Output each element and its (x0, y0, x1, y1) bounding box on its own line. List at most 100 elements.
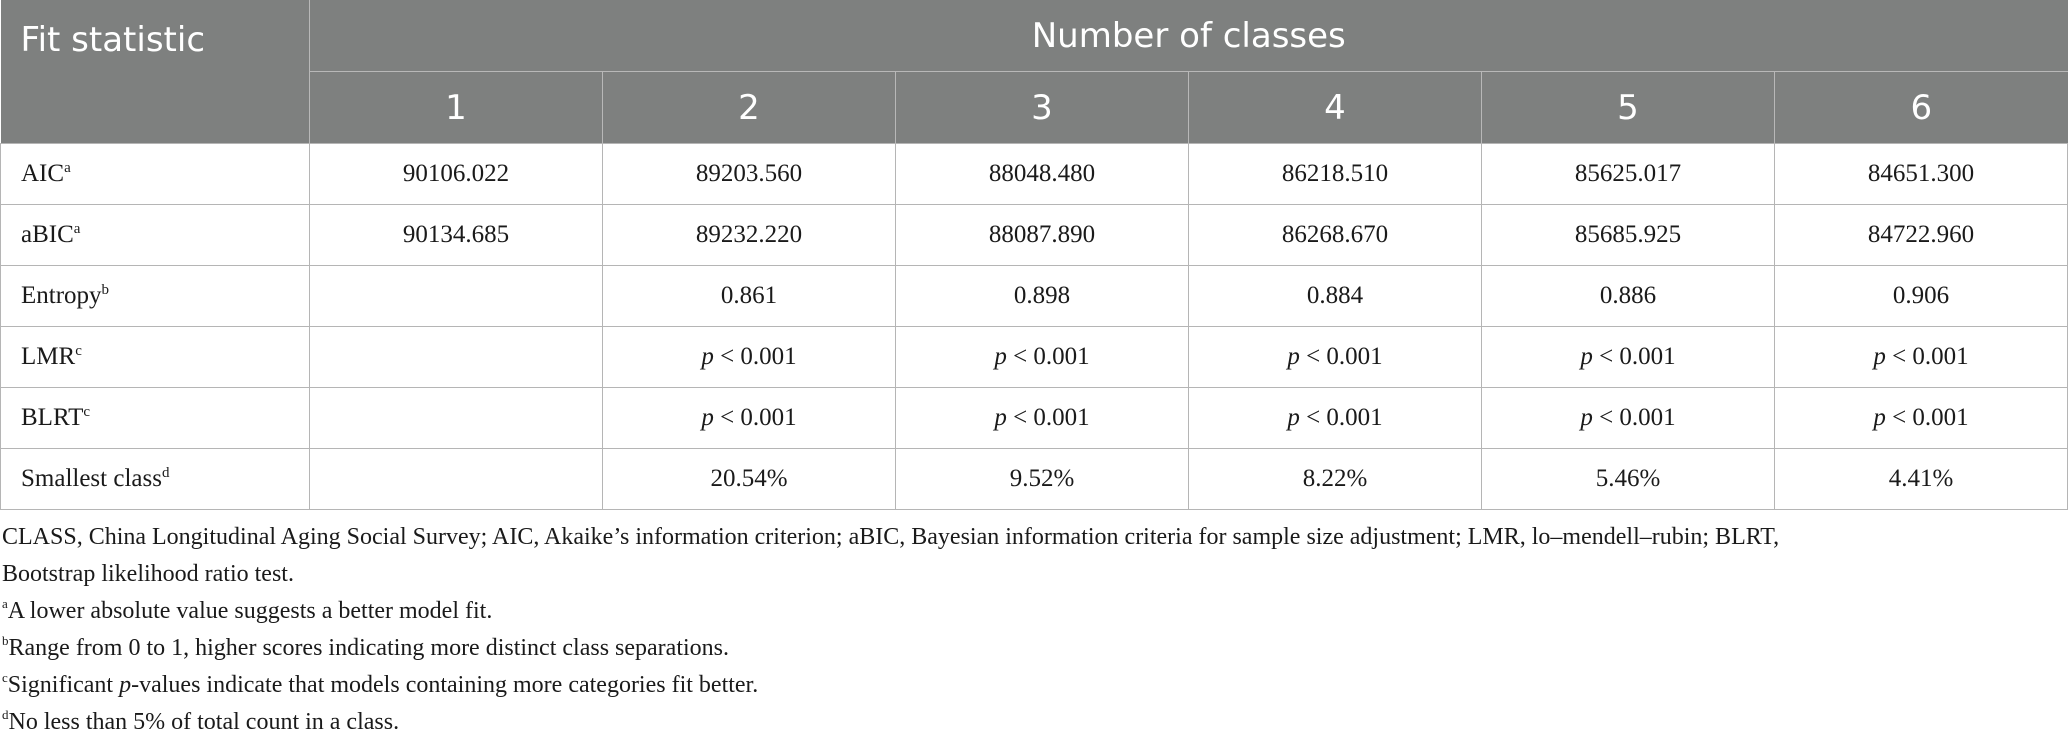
table-cell: 89232.220 (602, 204, 896, 266)
cell-value: 8.22% (1302, 465, 1368, 492)
table-cell: 90134.685 (309, 204, 603, 266)
footnote-d: dNo less than 5% of total count in a cla… (2, 704, 2068, 741)
p-symbol: p (994, 343, 1007, 370)
table-cell (309, 448, 603, 510)
row-label-footnote-mark: c (83, 404, 91, 420)
table-cell: 8.22% (1188, 448, 1482, 510)
cell-value: 9.52% (1009, 465, 1075, 492)
cell-value: 84722.960 (1867, 221, 1975, 248)
table-cell: 84722.960 (1773, 204, 2068, 266)
cell-value: < 0.001 (1599, 404, 1676, 431)
row-label-text: LMR (21, 343, 76, 370)
row-label: aBICa (0, 204, 310, 266)
cell-value: 89203.560 (695, 160, 803, 187)
header-number-of-classes: Number of classes (309, 0, 2068, 72)
cell-value: < 0.001 (1013, 404, 1090, 431)
header-class-4: 4 (1188, 71, 1482, 144)
header-class-1: 1 (309, 71, 603, 144)
cell-value: 0.898 (1013, 282, 1071, 309)
table-cell: 0.906 (1773, 265, 2068, 327)
cell-value: < 0.001 (1892, 343, 1969, 370)
footnote-c-p: p (119, 672, 132, 698)
p-symbol: p (701, 343, 714, 370)
table-cell: p < 0.001 (1773, 387, 2068, 449)
footnote-c-mark: c (2, 670, 8, 685)
table-row: BLRTc p < 0.001 p < 0.001 p < 0.001 p < 0.00… (0, 387, 2068, 449)
row-label-text: AIC (21, 160, 65, 187)
table-cell: p < 0.001 (1188, 326, 1482, 388)
table-row: LMRc p < 0.001 p < 0.001 p < 0.001 p < 0.001… (0, 326, 2068, 388)
footnote-a-mark: a (2, 596, 8, 611)
row-label-text: Smallest class (21, 465, 162, 492)
footnote-c-text-pre: Significant (7, 672, 120, 698)
row-label-text: BLRT (21, 404, 84, 431)
header-class-6: 6 (1774, 71, 2068, 144)
row-label-text: Entropy (21, 282, 102, 309)
row-label-footnote-mark: a (64, 160, 71, 176)
cell-value: 4.41% (1888, 465, 1954, 492)
cell-value: 20.54% (710, 465, 788, 492)
cell-value: 86268.670 (1281, 221, 1389, 248)
cell-value: 85685.925 (1574, 221, 1682, 248)
cell-value: 0.861 (720, 282, 778, 309)
table-cell: 0.884 (1188, 265, 1482, 327)
table-cell: 9.52% (895, 448, 1189, 510)
row-label: Entropyb (0, 265, 310, 327)
table-cell (309, 265, 603, 327)
table-cell: p < 0.001 (602, 387, 896, 449)
row-label-footnote-mark: c (75, 343, 82, 359)
cell-value: < 0.001 (1306, 343, 1383, 370)
table-cell: p < 0.001 (1188, 387, 1482, 449)
p-symbol: p (1873, 404, 1886, 431)
cell-value: < 0.001 (720, 404, 797, 431)
footnote-a: aA lower absolute value suggests a bette… (2, 593, 2068, 630)
row-label-footnote-mark: b (101, 282, 110, 298)
cell-value: 88087.890 (988, 221, 1096, 248)
header-class-2: 2 (602, 71, 896, 144)
cell-value: 0.906 (1892, 282, 1950, 309)
cell-value: 0.884 (1306, 282, 1364, 309)
cell-value: 88048.480 (988, 160, 1096, 187)
table-cell: 88087.890 (895, 204, 1189, 266)
cell-value: 5.46% (1595, 465, 1661, 492)
table-row: Smallest classd 20.54% 9.52% 8.22% 5.46% 4.41… (0, 448, 2068, 510)
footnote-d-mark: d (2, 707, 9, 722)
header-row-group: Fit statistic Number of classes (0, 0, 2068, 144)
table-header: Fit statistic Number of classes 1 2 3 4 … (0, 0, 2068, 144)
cell-value: 89232.220 (695, 221, 803, 248)
table-cell: p < 0.001 (1481, 326, 1775, 388)
cell-value: < 0.001 (1013, 343, 1090, 370)
table-cell: 0.898 (895, 265, 1189, 327)
table-cell: p < 0.001 (895, 326, 1189, 388)
row-label: LMRc (0, 326, 310, 388)
footnote-abbreviations-cont: Bootstrap likelihood ratio test. (2, 556, 2068, 593)
p-symbol: p (1287, 404, 1300, 431)
cell-value: < 0.001 (1892, 404, 1969, 431)
table-cell: 85625.017 (1481, 143, 1775, 205)
header-row-classes: 1 2 3 4 5 6 (1, 71, 2068, 144)
p-symbol: p (994, 404, 1007, 431)
table-cell: 88048.480 (895, 143, 1189, 205)
table-cell: p < 0.001 (1773, 326, 2068, 388)
table-cell: 20.54% (602, 448, 896, 510)
footnote-c: cSignificant p-values indicate that mode… (2, 667, 2068, 704)
table-cell (309, 387, 603, 449)
row-label: AICa (0, 143, 310, 205)
cell-value: < 0.001 (720, 343, 797, 370)
table-cell (309, 326, 603, 388)
table-cell: 86218.510 (1188, 143, 1482, 205)
footnote-b-mark: b (2, 633, 9, 648)
header-fit-statistic: Fit statistic (0, 0, 310, 144)
table-cell: 89203.560 (602, 143, 896, 205)
header-class-3: 3 (895, 71, 1189, 144)
p-symbol: p (1873, 343, 1886, 370)
row-label: BLRTc (0, 387, 310, 449)
row-label-footnote-mark: a (73, 221, 81, 237)
cell-value: 0.886 (1599, 282, 1657, 309)
table-cell: p < 0.001 (602, 326, 896, 388)
table-row: Entropyb 0.861 0.898 0.884 0.886 0.906 (0, 265, 2068, 327)
row-label-footnote-mark: d (161, 465, 170, 481)
row-label: Smallest classd (0, 448, 310, 510)
row-label-text: aBIC (21, 221, 74, 248)
